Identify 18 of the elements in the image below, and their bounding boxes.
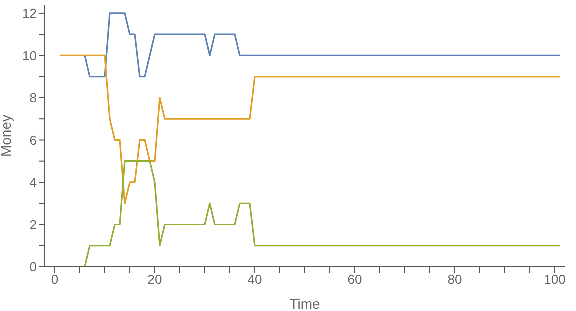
x-axis-title: Time — [290, 296, 321, 311]
y-tick-label: 10 — [22, 48, 37, 64]
y-tick-label: 2 — [30, 217, 37, 232]
x-tick-label: 0 — [51, 272, 59, 288]
y-tick-label: 4 — [30, 175, 37, 190]
x-tick-label: 60 — [348, 272, 362, 288]
x-tick-label: 40 — [248, 272, 262, 288]
line-series — [59, 160, 561, 267]
y-tick-label: 12 — [22, 6, 37, 22]
x-tick-label: 80 — [448, 272, 462, 288]
y-tick-label: 6 — [30, 132, 37, 148]
y-tick-label: 8 — [30, 90, 37, 106]
x-tick-label: 100 — [544, 272, 566, 288]
y-tick-label: 0 — [30, 260, 37, 275]
x-tick-label: 20 — [148, 272, 162, 288]
y-axis-title: Money — [0, 114, 14, 158]
line-series — [59, 54, 561, 204]
line-series — [84, 12, 561, 78]
